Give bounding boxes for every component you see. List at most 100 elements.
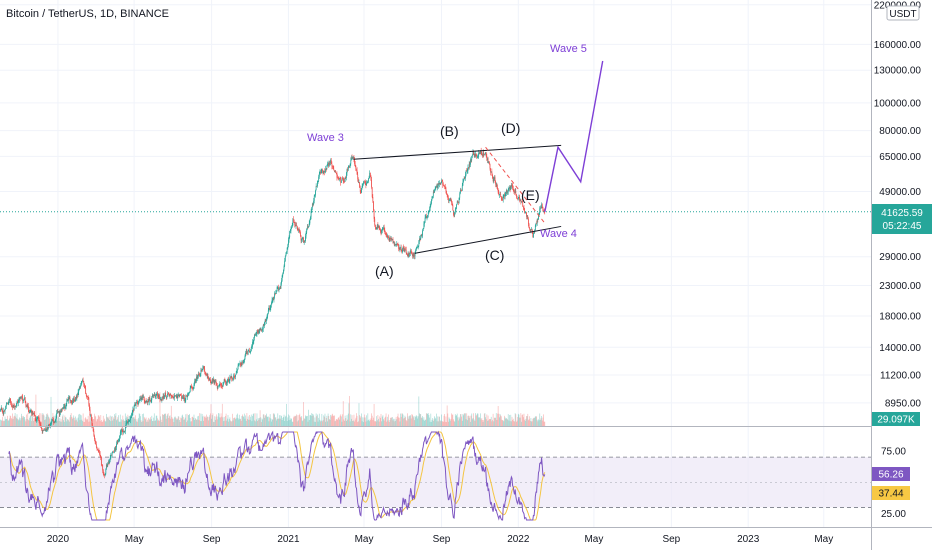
candle-body: [296, 225, 298, 226]
candle-body: [286, 252, 287, 254]
wave-5-label[interactable]: Wave 5: [550, 43, 587, 55]
volume-bar: [324, 413, 326, 426]
volume-bar: [339, 419, 340, 426]
volume-bar: [474, 421, 476, 426]
candle-body: [374, 225, 376, 228]
volume-bar: [118, 421, 120, 426]
volume-bar: [297, 415, 299, 426]
volume-bar: [429, 421, 431, 426]
volume-bar: [274, 417, 276, 426]
candle-body: [94, 435, 95, 440]
volume-bar: [159, 392, 161, 426]
candle-body: [426, 216, 428, 219]
volume-bar: [281, 416, 282, 426]
volume-bar: [2, 417, 3, 426]
candle-body: [369, 172, 371, 177]
candle-body: [301, 239, 303, 241]
candle-body: [519, 196, 520, 201]
price-axis[interactable]: [872, 0, 932, 527]
candle-body: [337, 178, 339, 179]
volume-bar: [485, 419, 487, 426]
volume-bar: [269, 414, 271, 426]
volume-bar: [165, 418, 167, 426]
candle-body: [253, 337, 255, 342]
volume-bar: [259, 417, 260, 426]
candle-body: [405, 249, 407, 253]
price-tick-label: 14000.00: [879, 343, 921, 354]
candle-body: [114, 448, 116, 451]
volume-bar: [543, 421, 545, 426]
candle-body: [370, 176, 372, 180]
candle-body: [138, 401, 139, 404]
candle-body: [128, 420, 129, 423]
candle-body: [223, 379, 225, 383]
volume-bar: [208, 417, 210, 426]
volume-bar: [172, 418, 173, 426]
volume-bar: [137, 419, 139, 426]
volume-bar: [260, 421, 262, 426]
time-tick-label: May: [584, 534, 603, 545]
volume-bar: [354, 421, 355, 426]
candle-body: [144, 400, 146, 403]
volume-bar: [154, 421, 156, 426]
volume-bar: [480, 413, 481, 426]
candle-body: [240, 365, 242, 366]
currency-badge[interactable]: [886, 5, 920, 21]
volume-bar: [14, 413, 16, 426]
candle-body: [263, 324, 265, 326]
volume-bar: [493, 417, 495, 426]
volume-bar: [100, 415, 102, 426]
volume-bar: [443, 415, 445, 426]
volume-bar: [183, 419, 185, 426]
volume-bar: [87, 419, 88, 426]
volume-bar: [194, 418, 196, 426]
candle-body: [326, 165, 328, 169]
candle-body: [283, 266, 285, 270]
volume-bar: [217, 416, 219, 426]
candle-body: [317, 181, 318, 187]
wave-4-label[interactable]: Wave 4: [540, 228, 577, 240]
wave-b-label[interactable]: (B): [440, 123, 459, 139]
candle-body: [121, 428, 123, 431]
time-axis-labels[interactable]: 2020 May Sep 2021 May Sep 2022 May Sep 2023 May: [47, 534, 833, 545]
volume-bar: [221, 403, 223, 426]
wave-c-label[interactable]: (C): [485, 247, 504, 263]
volume-bar: [407, 413, 408, 426]
candle-body: [375, 227, 377, 230]
volume-bar: [533, 418, 534, 426]
volume-bar: [294, 416, 296, 426]
candle-body: [249, 351, 251, 353]
wave-a-label[interactable]: (A): [375, 263, 394, 279]
volume-bar: [178, 416, 180, 426]
candle-body: [496, 184, 498, 188]
candle-body: [75, 397, 77, 399]
candle-body: [184, 397, 185, 401]
volume-bar: [390, 417, 391, 426]
volume-bar: [449, 420, 451, 426]
volume-bar: [30, 414, 32, 426]
volume-bar: [291, 418, 292, 426]
candle-body: [106, 464, 108, 467]
candle-body: [107, 463, 109, 467]
volume-bar: [146, 421, 148, 426]
volume-bar: [146, 419, 148, 426]
volume-bar: [472, 418, 474, 426]
chart-title: Bitcoin / TetherUS, 1D, BINANCE: [6, 8, 169, 20]
wave-e-label[interactable]: (E): [521, 187, 540, 203]
candle-body: [356, 169, 357, 171]
volume-bar: [419, 414, 421, 426]
candle-body: [327, 163, 328, 166]
candle-body: [470, 159, 472, 161]
wave-d-label[interactable]: (D): [501, 120, 520, 136]
candle-body: [362, 183, 364, 185]
candle-body: [204, 368, 206, 372]
volume-bar: [213, 422, 215, 426]
volume-bar: [19, 420, 21, 426]
volume-bar: [164, 413, 166, 426]
volume-bar: [161, 422, 163, 426]
wave-3-label[interactable]: Wave 3: [307, 132, 344, 144]
volume-bar: [230, 421, 232, 426]
candle-body: [68, 397, 70, 398]
grid-lines: [0, 0, 871, 527]
